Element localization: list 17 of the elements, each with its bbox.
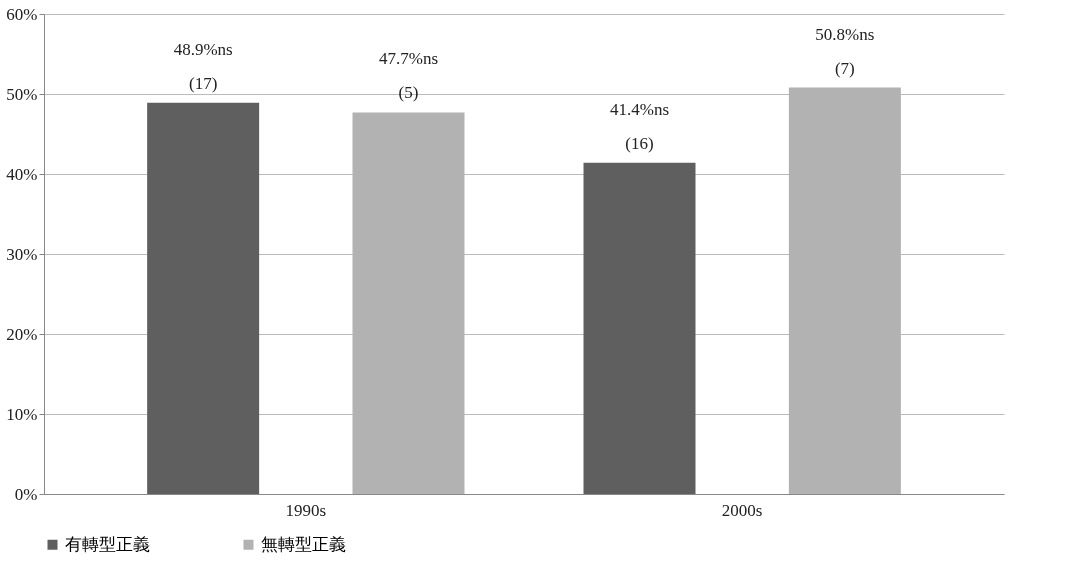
y-tick-label: 30%: [6, 244, 38, 264]
data-label: 48.9%ns (17): [173, 39, 233, 93]
y-tick-label: 60%: [6, 4, 38, 24]
bar: [147, 102, 260, 494]
y-tick-label: 0%: [14, 484, 38, 504]
y-tick-label: 50%: [6, 84, 38, 104]
y-tick-label: 20%: [6, 324, 38, 344]
bar: [583, 162, 696, 494]
legend-label: 無轉型正義: [261, 533, 346, 554]
x-tick-label: 1990s: [285, 500, 327, 520]
data-label: 50.8%ns (7): [815, 24, 875, 78]
legend-label: 有轉型正義: [65, 533, 150, 554]
x-tick-label: 2000s: [721, 500, 763, 520]
data-label: 47.7%ns (5): [378, 49, 439, 103]
y-tick-label: 10%: [6, 404, 38, 424]
data-label: 41.4%ns (16): [609, 99, 670, 153]
y-tick-label: 40%: [6, 164, 38, 184]
